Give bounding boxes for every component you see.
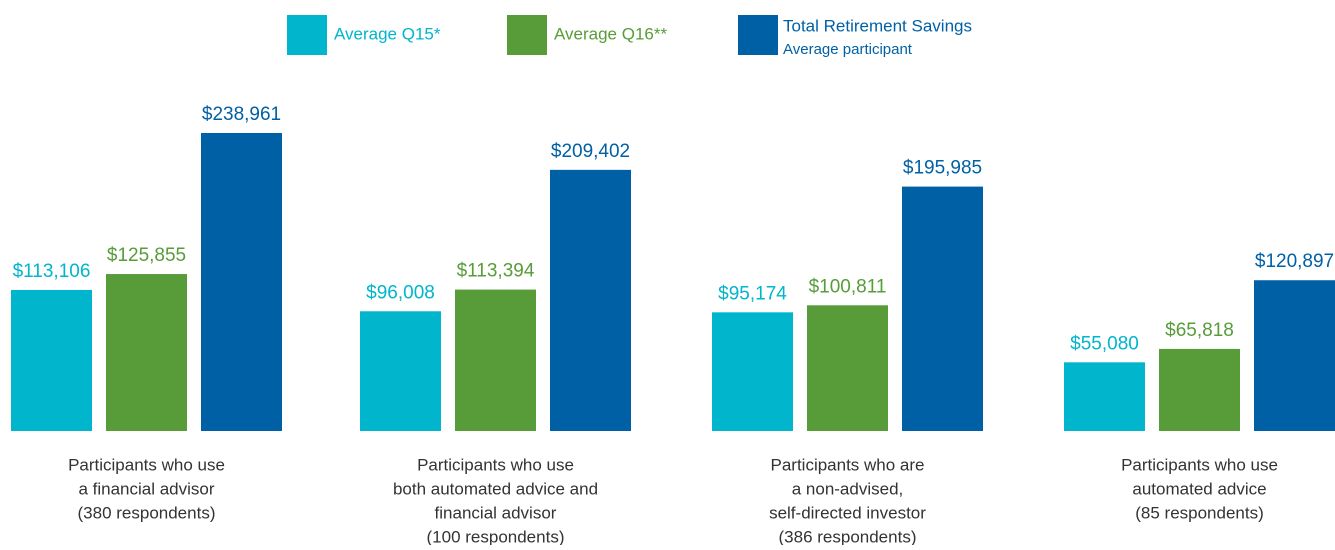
legend-swatch bbox=[507, 15, 547, 55]
value-label: $209,402 bbox=[551, 141, 630, 162]
category-label: automated advice bbox=[1132, 479, 1266, 498]
legend-subtitle: Average participant bbox=[783, 41, 913, 58]
category-label: (386 respondents) bbox=[779, 527, 917, 545]
bar bbox=[201, 133, 282, 431]
category-label: (100 respondents) bbox=[427, 527, 565, 545]
category-label: a non-advised, bbox=[792, 479, 904, 498]
bar bbox=[550, 169, 631, 431]
value-label: $238,961 bbox=[202, 104, 281, 125]
bar bbox=[106, 274, 187, 431]
category-label: Participants who use bbox=[417, 455, 574, 474]
legend-swatch bbox=[287, 15, 327, 55]
value-label: $113,106 bbox=[13, 261, 91, 282]
value-label: $195,985 bbox=[903, 158, 982, 179]
category-label: (85 respondents) bbox=[1135, 503, 1264, 522]
value-label: $125,855 bbox=[107, 245, 186, 266]
value-label: $113,394 bbox=[457, 261, 535, 282]
category-label: self-directed investor bbox=[769, 503, 926, 522]
category-label: (380 respondents) bbox=[78, 503, 216, 522]
legend-label: Average Q16** bbox=[554, 24, 667, 43]
value-label: $65,818 bbox=[1165, 320, 1234, 341]
category-label: Participants who use bbox=[1121, 455, 1278, 474]
value-label: $55,080 bbox=[1070, 333, 1139, 354]
value-label: $96,008 bbox=[366, 282, 435, 303]
bar bbox=[455, 289, 536, 431]
category-label: Participants who use bbox=[68, 455, 225, 474]
bar bbox=[902, 186, 983, 431]
category-label: Participants who are bbox=[770, 455, 924, 474]
value-label: $95,174 bbox=[718, 283, 787, 304]
bar bbox=[712, 312, 793, 431]
bar bbox=[807, 305, 888, 431]
legend-swatch bbox=[738, 15, 778, 55]
bar bbox=[1254, 280, 1335, 431]
category-label: both automated advice and bbox=[393, 479, 598, 498]
value-label: $120,897 bbox=[1255, 251, 1334, 272]
legend-label: Total Retirement Savings bbox=[783, 16, 972, 35]
bar bbox=[360, 311, 441, 431]
value-label: $100,811 bbox=[809, 276, 887, 297]
category-label: financial advisor bbox=[435, 503, 557, 522]
legend-label: Average Q15* bbox=[334, 24, 441, 43]
category-label: a financial advisor bbox=[78, 479, 214, 498]
bar bbox=[1064, 362, 1145, 431]
bar bbox=[1159, 348, 1240, 431]
bar bbox=[11, 289, 92, 431]
